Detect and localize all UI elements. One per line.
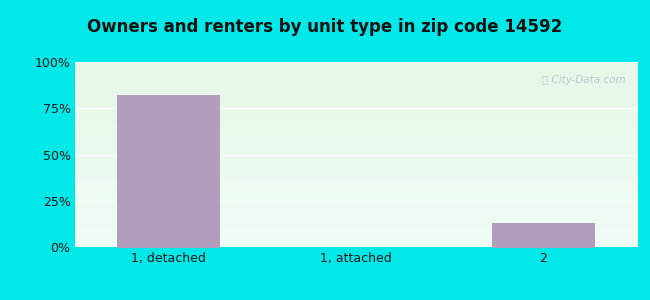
Bar [117,95,220,248]
Bar [492,223,595,247]
Text: Owners and renters by unit type in zip code 14592: Owners and renters by unit type in zip c… [87,18,563,36]
Text: ⓘ City-Data.com: ⓘ City-Data.com [542,74,626,85]
